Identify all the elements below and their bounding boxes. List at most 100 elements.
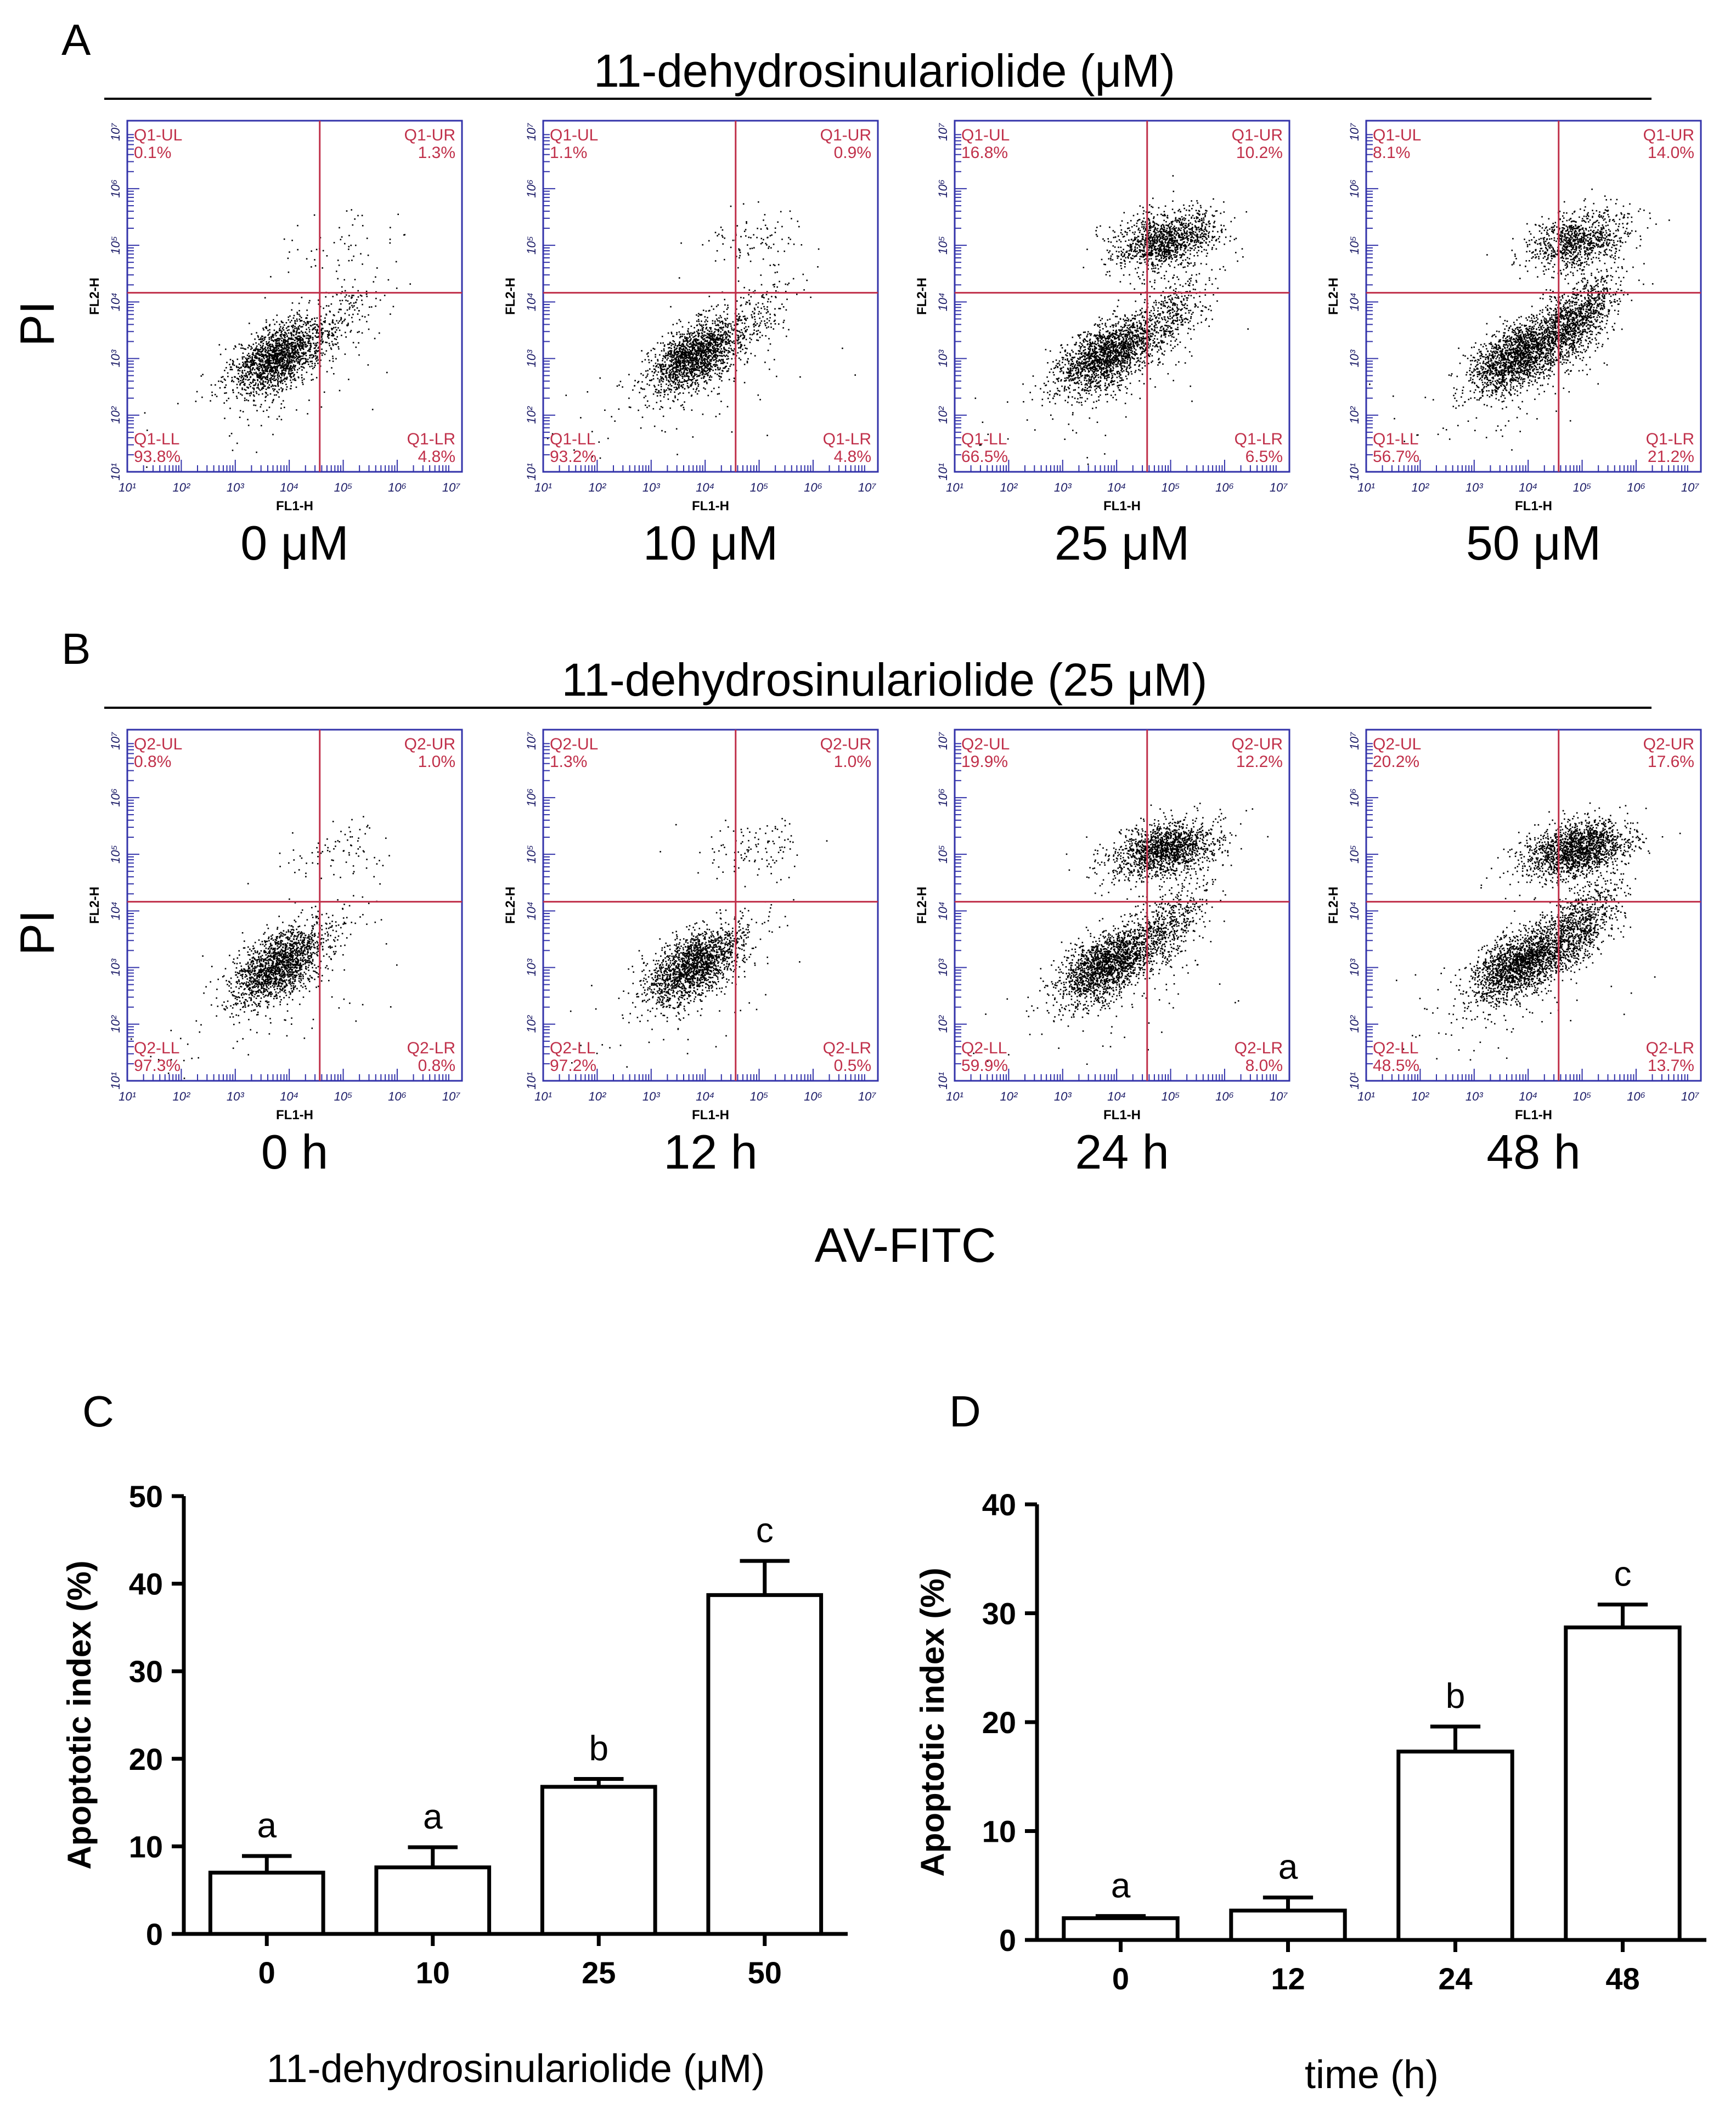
x-tick-label: 10²	[588, 481, 606, 494]
event-dot	[375, 276, 376, 278]
event-dot	[688, 386, 690, 388]
event-dot	[700, 365, 702, 368]
event-dot	[768, 320, 770, 321]
event-dot	[691, 409, 693, 411]
event-dot	[657, 371, 660, 373]
event-dot	[239, 363, 240, 365]
event-dot	[1079, 342, 1081, 344]
event-dot	[675, 366, 677, 369]
event-dot	[250, 376, 252, 378]
event-dot	[268, 416, 269, 418]
event-dot	[195, 401, 197, 402]
event-dot	[695, 359, 697, 362]
quadrant-ul-value: 0.1%	[134, 144, 171, 162]
event-dot	[253, 395, 255, 397]
event-dot	[262, 368, 263, 370]
event-dot	[1097, 364, 1099, 366]
event-dot	[245, 357, 247, 359]
event-dot	[278, 339, 280, 340]
event-dot	[701, 328, 703, 330]
event-dot	[232, 364, 234, 365]
event-dot	[748, 236, 750, 238]
event-dot	[281, 358, 283, 359]
event-dot	[256, 452, 257, 453]
event-dot	[667, 354, 669, 357]
event-dot	[260, 364, 262, 365]
event-dot	[700, 324, 701, 326]
event-dot	[332, 296, 334, 297]
event-dot	[287, 350, 289, 352]
event-dot	[1081, 368, 1083, 370]
event-dot	[659, 408, 661, 410]
event-dot	[764, 214, 766, 216]
event-dot	[211, 391, 213, 393]
event-dot	[759, 322, 762, 324]
event-dot	[332, 314, 335, 316]
event-dot	[274, 346, 277, 348]
event-dot	[638, 409, 639, 411]
event-dot	[720, 326, 722, 329]
event-dot	[683, 407, 685, 409]
event-dot	[275, 351, 277, 353]
event-dot	[683, 352, 685, 353]
event-dot	[1104, 382, 1106, 384]
event-dot	[696, 320, 698, 322]
event-dot	[646, 375, 648, 377]
event-dot	[689, 370, 691, 373]
event-dot	[684, 363, 686, 365]
event-dot	[320, 359, 322, 361]
event-dot	[646, 407, 648, 408]
event-dot	[728, 379, 730, 381]
event-dot	[269, 360, 270, 362]
event-dot	[1135, 349, 1137, 351]
event-dot	[266, 379, 268, 380]
event-dot	[707, 336, 709, 338]
event-dot	[286, 368, 288, 370]
event-dot	[661, 369, 663, 370]
event-dot	[698, 343, 700, 345]
event-dot	[717, 324, 719, 325]
event-dot	[695, 340, 697, 342]
event-dot	[246, 392, 247, 394]
event-dot	[686, 340, 688, 342]
event-dot	[1129, 346, 1131, 348]
event-dot	[1105, 341, 1107, 343]
event-dot	[628, 374, 630, 376]
event-dot	[298, 328, 300, 329]
axis-channel-x: FL1-H	[276, 499, 313, 514]
event-dot	[709, 340, 711, 342]
event-dot	[1076, 363, 1078, 364]
event-dot	[297, 339, 298, 341]
event-dot	[302, 366, 304, 368]
event-dot	[280, 419, 283, 421]
event-dot	[351, 260, 353, 261]
event-dot	[1128, 374, 1129, 376]
event-dot	[728, 341, 730, 343]
event-dot	[732, 353, 734, 356]
event-dot	[646, 353, 648, 355]
event-dot	[1113, 342, 1115, 343]
event-dot	[618, 408, 620, 410]
event-dot	[395, 261, 397, 263]
event-dot	[685, 358, 686, 359]
event-dot	[668, 385, 669, 386]
event-dot	[685, 355, 687, 357]
event-dot	[719, 354, 720, 357]
event-dot	[303, 378, 305, 380]
event-dot	[701, 357, 703, 359]
event-dot	[275, 340, 278, 342]
event-dot	[675, 371, 677, 373]
event-dot	[277, 342, 278, 345]
event-dot	[1123, 333, 1125, 335]
event-dot	[691, 360, 693, 362]
event-dot	[403, 234, 405, 236]
event-dot	[662, 342, 664, 344]
event-dot	[239, 416, 241, 418]
event-dot	[692, 388, 695, 390]
event-dot	[297, 338, 299, 340]
event-dot	[668, 343, 670, 345]
event-dot	[718, 339, 720, 341]
event-dot	[293, 342, 295, 344]
event-dot	[252, 381, 254, 382]
event-dot	[651, 379, 653, 381]
